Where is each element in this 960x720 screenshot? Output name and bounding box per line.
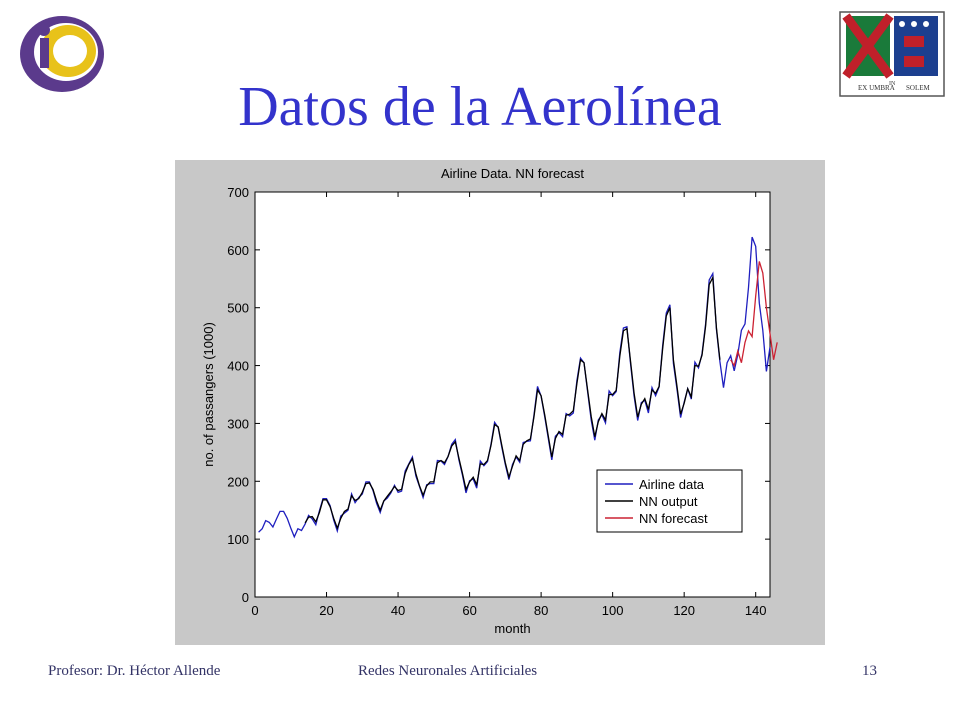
plot-area	[254, 191, 771, 598]
y-tick-label: 500	[227, 301, 249, 316]
y-tick-label: 0	[242, 590, 249, 605]
y-tick-label: 600	[227, 243, 249, 258]
legend-entry: NN forecast	[639, 511, 708, 526]
x-tick-label: 0	[251, 603, 258, 618]
y-tick-label: 400	[227, 359, 249, 374]
footer-course: Redes Neuronales Artificiales	[358, 663, 538, 679]
x-tick-label: 60	[462, 603, 476, 618]
series-line-1	[304, 275, 721, 531]
x-tick-label: 20	[319, 603, 333, 618]
x-tick-label: 100	[602, 603, 624, 618]
legend: Airline data NN output NN forecast	[596, 469, 743, 533]
y-tick-label: 100	[227, 532, 249, 547]
slide-title: Datos de la Aerolínea	[238, 76, 722, 138]
y-axis-label: no. of passangers (1000)	[201, 322, 216, 467]
chart-title: Airline Data. NN forecast	[441, 166, 584, 181]
x-tick-label: 80	[534, 603, 548, 618]
institution-logo-left	[20, 16, 104, 92]
chart-panel: Airline Data. NN forecast 0 100 200 300 400 50…	[175, 160, 825, 645]
x-tick-label: 40	[391, 603, 405, 618]
y-tick-label: 300	[227, 416, 249, 431]
legend-entry: Airline data	[639, 477, 705, 492]
y-tick-label: 200	[227, 474, 249, 489]
series-line-2	[730, 261, 778, 368]
page-number: 13	[862, 663, 877, 679]
legend-entry: NN output	[639, 494, 698, 509]
logo-dot	[38, 24, 50, 36]
x-tick-label: 120	[673, 603, 695, 618]
footer-professor: Profesor: Dr. Héctor Allende	[48, 663, 221, 679]
airline-chart: Airline Data. NN forecast010020030040050…	[201, 166, 778, 636]
x-axis-label: month	[494, 621, 530, 636]
crest-motto-right: SOLEM	[906, 84, 931, 92]
x-tick-label: 140	[745, 603, 767, 618]
crest-motto-left: EX UMBRA	[858, 84, 895, 92]
crest-motto-mid: IN	[889, 81, 896, 87]
university-crest-right: EX UMBRA IN SOLEM	[839, 11, 945, 97]
y-tick-label: 700	[227, 185, 249, 200]
